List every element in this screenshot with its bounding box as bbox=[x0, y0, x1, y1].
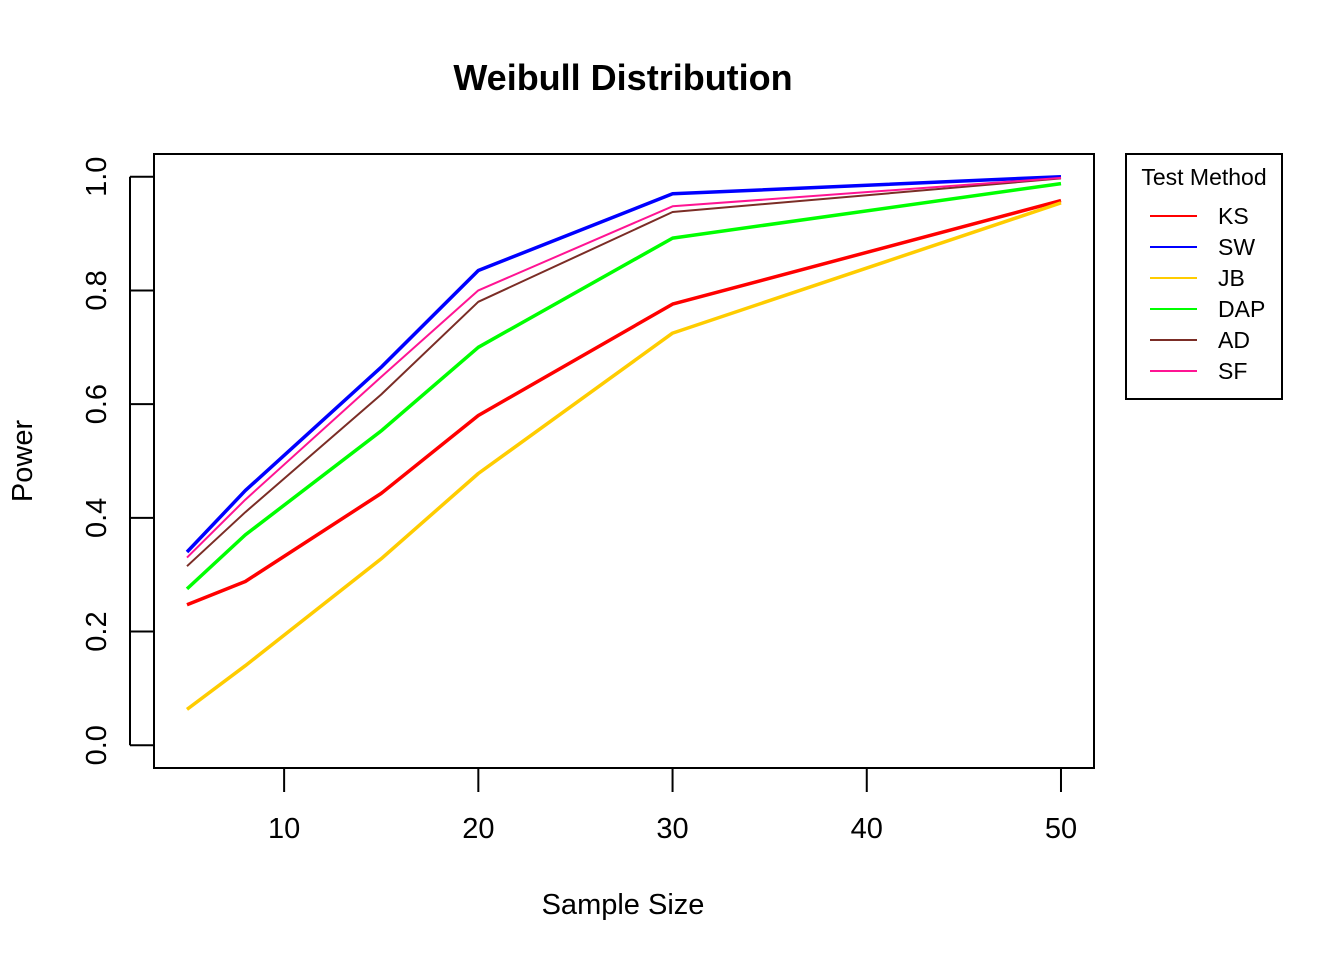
series-line-jb bbox=[185, 201, 1062, 711]
series-line-ks bbox=[186, 198, 1062, 607]
y-tick-label: 0.8 bbox=[81, 270, 113, 310]
legend-label-ad: AD bbox=[1218, 327, 1250, 353]
series-lines bbox=[185, 174, 1062, 711]
legend-label-sf: SF bbox=[1218, 358, 1247, 384]
x-axis-label: Sample Size bbox=[542, 889, 705, 921]
y-tick-label: 1.0 bbox=[81, 157, 113, 197]
x-tick-label: 50 bbox=[1045, 813, 1077, 845]
legend-label-sw: SW bbox=[1218, 234, 1255, 260]
legend-box bbox=[1125, 153, 1283, 400]
chart-title: Weibull Distribution bbox=[453, 57, 792, 98]
y-tick-label: 0.6 bbox=[81, 384, 113, 424]
x-tick-label: 30 bbox=[656, 813, 688, 845]
y-tick-label: 0.0 bbox=[81, 725, 113, 765]
legend-label-jb: JB bbox=[1218, 265, 1245, 291]
legend-title: Test Method bbox=[1141, 164, 1266, 190]
legend: Test Method KS SW JB DAP AD SF bbox=[1125, 153, 1283, 400]
y-tick-label: 0.2 bbox=[81, 611, 113, 651]
legend-items: KS SW JB DAP AD SF bbox=[1150, 203, 1265, 384]
series-line-ad bbox=[186, 177, 1062, 567]
y-tick-label: 0.4 bbox=[81, 498, 113, 538]
plot-frame bbox=[153, 153, 1095, 769]
legend-label-ks: KS bbox=[1218, 203, 1249, 229]
x-tick-label: 40 bbox=[851, 813, 883, 845]
x-axis: 10 20 30 40 50 bbox=[268, 767, 1077, 845]
series-line-sw bbox=[185, 174, 1062, 554]
x-tick-label: 10 bbox=[268, 813, 300, 845]
y-axis-label: Power bbox=[7, 420, 39, 503]
y-axis: 0.0 0.2 0.4 0.6 0.8 1.0 bbox=[81, 157, 154, 765]
x-tick-label: 20 bbox=[462, 813, 494, 845]
series-line-dap bbox=[185, 181, 1062, 591]
legend-label-dap: DAP bbox=[1218, 296, 1265, 322]
series-line-sf bbox=[186, 176, 1062, 559]
